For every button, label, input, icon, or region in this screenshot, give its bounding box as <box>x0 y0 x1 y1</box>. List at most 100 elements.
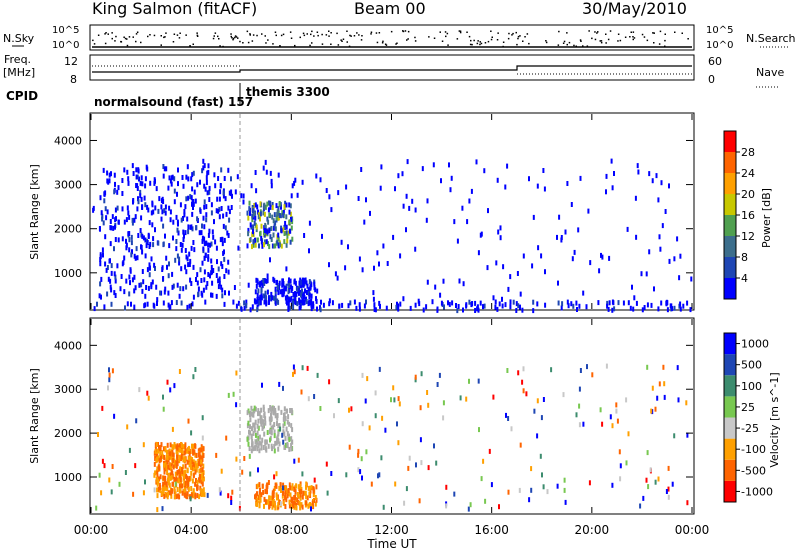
scatter-cell <box>418 498 421 504</box>
scatter-cell <box>254 215 257 221</box>
scatter-cell <box>269 405 272 410</box>
scatter-cell <box>378 472 381 478</box>
scatter-cell <box>104 234 107 240</box>
scatter-cell <box>294 296 297 302</box>
scatter-cell <box>314 287 317 293</box>
scatter-cell <box>468 198 471 204</box>
scatter-cell <box>302 277 305 283</box>
nsky-point <box>629 36 631 38</box>
scatter-cell <box>528 497 531 503</box>
scatter-cell <box>155 186 158 192</box>
nsky-point <box>597 31 599 33</box>
scatter-cell <box>242 199 245 205</box>
scatter-cell <box>202 287 205 293</box>
nsky-point <box>217 35 219 38</box>
scatter-cell <box>206 492 209 498</box>
scatter-cell <box>290 442 293 448</box>
colorbar-swatch <box>724 257 736 278</box>
scatter-cell <box>290 436 293 442</box>
scatter-cell <box>181 448 184 454</box>
scatter-cell <box>308 248 310 254</box>
nsky-point <box>289 31 292 33</box>
scatter-cell <box>667 494 670 500</box>
nsky-point <box>641 33 644 36</box>
scatter-cell <box>613 171 615 176</box>
scatter-cell <box>123 289 126 295</box>
scatter-cell <box>248 446 251 451</box>
scatter-cell <box>109 241 112 247</box>
scatter-cell <box>307 287 310 293</box>
scatter-cell <box>152 209 155 215</box>
scatter-cell <box>297 484 300 490</box>
scatter-cell <box>290 225 293 231</box>
scatter-cell <box>123 167 126 173</box>
scatter-cell <box>136 255 139 261</box>
scatter-cell <box>301 494 304 500</box>
scatter-cell <box>227 205 230 211</box>
scatter-cell <box>122 260 125 265</box>
nsky-point <box>687 38 689 40</box>
scatter-cell <box>281 493 284 499</box>
scatter-cell <box>499 235 502 241</box>
nsky-point <box>653 42 655 44</box>
scatter-cell <box>206 281 209 286</box>
scatter-cell <box>175 246 178 252</box>
scatter-cell <box>566 181 569 186</box>
scatter-cell <box>260 239 263 245</box>
scatter-cell <box>259 494 262 500</box>
scatter-cell <box>164 233 166 239</box>
scatter-cell <box>141 288 144 294</box>
scatter-cell <box>218 276 221 282</box>
nsky-point <box>316 31 319 33</box>
scatter-cell <box>283 406 286 412</box>
scatter-cell <box>196 280 199 286</box>
scatter-cell <box>158 458 161 464</box>
scatter-cell <box>296 192 299 198</box>
nsky-point <box>309 44 311 47</box>
scatter-cell <box>298 283 301 289</box>
scatter-cell <box>179 202 182 208</box>
scatter-cell <box>259 294 262 300</box>
scatter-cell <box>591 372 594 378</box>
scatter-cell <box>108 372 111 378</box>
scatter-cell <box>280 225 283 231</box>
scatter-cell <box>576 307 578 312</box>
nsky-point <box>176 34 179 36</box>
scatter-cell <box>200 455 203 461</box>
scatter-cell <box>281 288 284 294</box>
scatter-cell <box>382 504 385 510</box>
scatter-cell <box>223 256 226 262</box>
nsky-point <box>459 30 462 32</box>
scatter-cell <box>196 216 199 222</box>
scatter-cell <box>280 409 283 415</box>
scatter-cell <box>271 214 274 220</box>
nsky-point <box>617 40 619 42</box>
scatter-cell <box>242 193 245 199</box>
scatter-cell <box>202 476 205 482</box>
scatter-cell <box>347 303 350 309</box>
nsky-point <box>395 43 397 45</box>
scatter-cell <box>195 463 198 469</box>
scatter-cell <box>156 507 159 513</box>
scatter-cell <box>190 195 193 201</box>
scatter-cell <box>646 364 649 370</box>
scatter-cell <box>278 280 281 286</box>
scatter-cell <box>141 233 144 239</box>
scatter-cell <box>211 229 214 235</box>
scatter-cell <box>597 300 600 306</box>
scatter-cell <box>334 271 337 277</box>
nsky-point <box>470 39 472 42</box>
scatter-cell <box>92 205 95 211</box>
scatter-cell <box>407 465 410 471</box>
scatter-cell <box>360 456 363 462</box>
scatter-cell <box>283 204 286 210</box>
scatter-cell <box>118 481 121 487</box>
scatter-cell <box>509 299 512 305</box>
scatter-cell <box>236 174 239 180</box>
scatter-cell <box>230 500 233 505</box>
scatter-cell <box>274 502 276 508</box>
scatter-cell <box>182 464 185 470</box>
scatter-cell <box>462 307 464 313</box>
scatter-cell <box>382 243 385 249</box>
scatter-cell <box>558 214 561 220</box>
